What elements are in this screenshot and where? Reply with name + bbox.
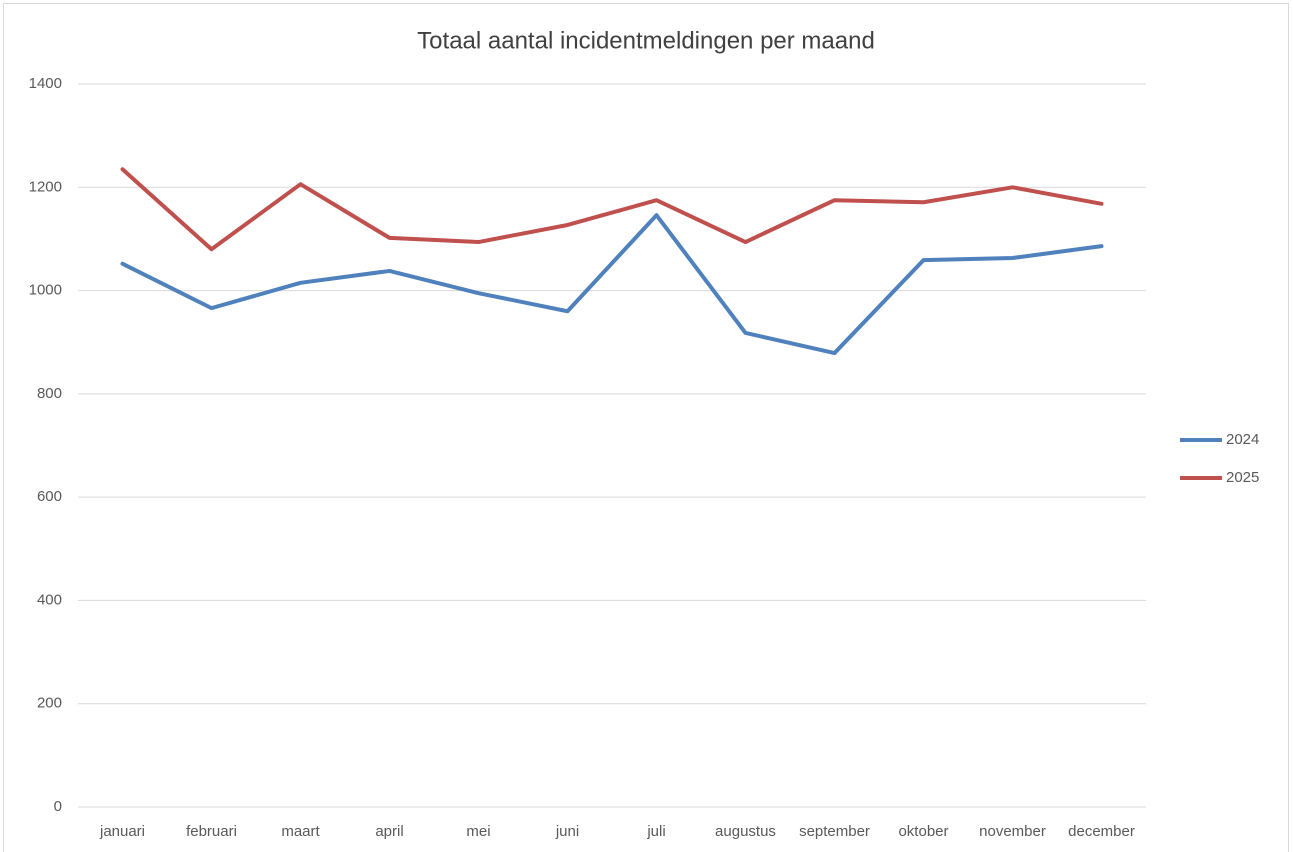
y-tick-label: 1400: [29, 75, 62, 92]
x-tick-label: oktober: [898, 823, 948, 840]
y-tick-label: 0: [54, 798, 62, 815]
x-tick-label: juli: [646, 823, 665, 840]
x-tick-label: april: [375, 823, 403, 840]
x-tick-label: juni: [555, 823, 579, 840]
chart-border: [3, 3, 1289, 852]
series-line: [120, 213, 1104, 356]
chart-title: Totaal aantal incidentmeldingen per maan…: [417, 27, 875, 54]
y-tick-label: 600: [37, 488, 62, 505]
x-tick-label: december: [1068, 823, 1135, 840]
x-tick-label: februari: [186, 823, 237, 840]
x-tick-label: november: [979, 823, 1046, 840]
legend-label: 2024: [1226, 431, 1259, 448]
legend-label: 2025: [1226, 469, 1259, 486]
y-tick-label: 800: [37, 385, 62, 402]
x-tick-label: mei: [466, 823, 490, 840]
x-tick-label: januari: [99, 823, 145, 840]
y-tick-label: 200: [37, 695, 62, 712]
x-tick-label: augustus: [715, 823, 776, 840]
y-tick-label: 1000: [29, 282, 62, 299]
y-tick-label: 1200: [29, 178, 62, 195]
x-tick-label: maart: [281, 823, 320, 840]
y-tick-label: 400: [37, 591, 62, 608]
series-line: [120, 167, 1104, 252]
x-tick-label: september: [799, 823, 870, 840]
